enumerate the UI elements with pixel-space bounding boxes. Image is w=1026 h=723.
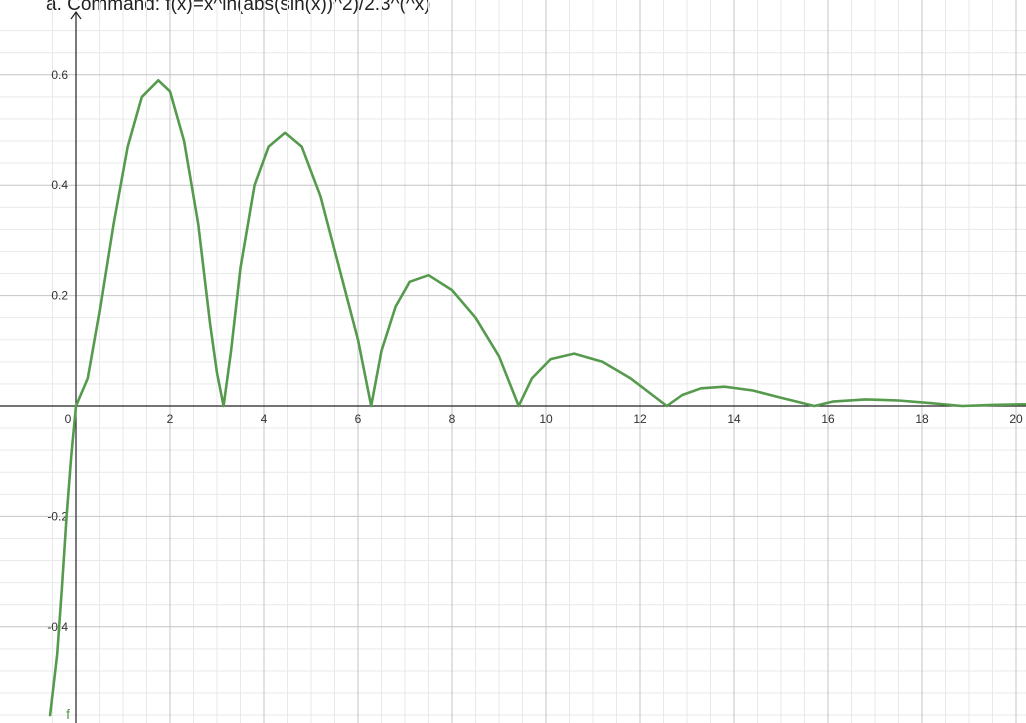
x-tick-label: 6 xyxy=(355,412,362,426)
x-axis-tick-labels: 0 2 4 6 8 10 12 14 16 18 20 xyxy=(65,412,1023,426)
x-tick-label: 2 xyxy=(167,412,174,426)
series-label: f xyxy=(66,706,70,722)
x-tick-label: 4 xyxy=(261,412,268,426)
series-line-f xyxy=(48,79,1026,717)
x-tick-label: 12 xyxy=(633,412,647,426)
x-tick-label: 14 xyxy=(727,412,741,426)
y-tick-label: 0.2 xyxy=(51,289,68,303)
function-curves: f xyxy=(48,79,1026,722)
x-tick-label: 0 xyxy=(65,412,72,426)
y-tick-label: -0.4 xyxy=(47,620,68,634)
y-tick-label: 0.4 xyxy=(51,178,68,192)
axes xyxy=(0,10,1026,723)
y-tick-label: -0.2 xyxy=(47,509,68,523)
x-tick-label: 8 xyxy=(449,412,456,426)
x-tick-label: 16 xyxy=(821,412,835,426)
x-tick-label: 20 xyxy=(1009,412,1023,426)
x-tick-label: 10 xyxy=(539,412,553,426)
y-tick-label: 0.6 xyxy=(51,68,68,82)
x-tick-label: 18 xyxy=(915,412,929,426)
y-axis-arrow xyxy=(70,10,82,20)
y-axis-tick-labels: -0.4 -0.2 0.2 0.4 0.6 xyxy=(47,68,68,634)
